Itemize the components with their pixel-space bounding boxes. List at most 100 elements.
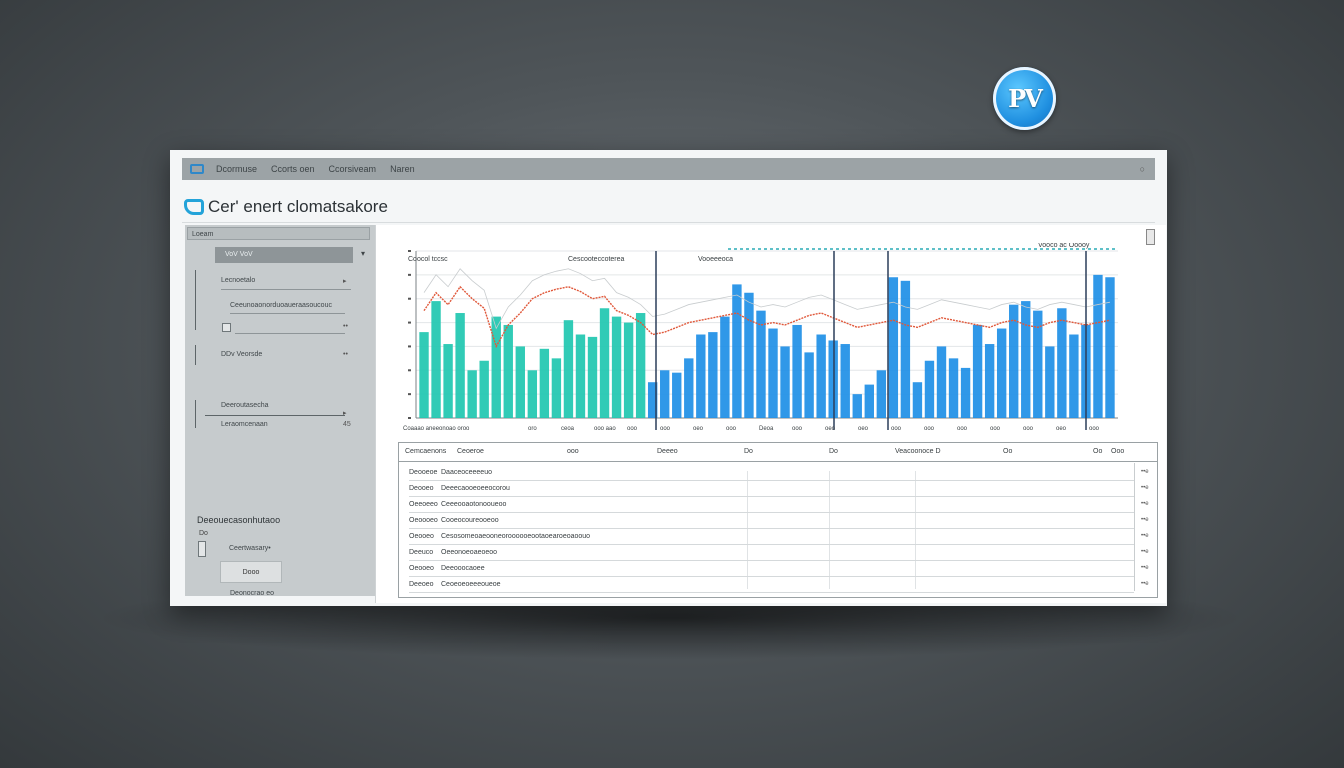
chart-bar[interactable] [635, 313, 646, 418]
chart-bar[interactable] [744, 292, 754, 418]
table-header[interactable]: Ooo [1111, 448, 1125, 455]
chart-bar[interactable] [1093, 274, 1103, 418]
table-header[interactable]: Deeeo [657, 448, 678, 455]
sidebar-item-1[interactable]: Lecnoetalo [221, 277, 256, 284]
chart-bar[interactable] [720, 316, 730, 418]
chart-bar[interactable] [660, 370, 670, 418]
sidebar-item-1-arrow[interactable]: ▸ [343, 278, 347, 285]
chart-bar[interactable] [515, 346, 525, 418]
chart-bar[interactable] [1105, 277, 1115, 418]
chart-bar[interactable] [479, 360, 489, 418]
chart-bar[interactable] [503, 324, 513, 418]
chart-bar[interactable] [539, 348, 550, 418]
chart-bar[interactable] [960, 367, 971, 418]
row-actions-icon[interactable]: ••e [1141, 565, 1149, 571]
table-row[interactable] [409, 544, 1134, 545]
table-header[interactable]: Oo [1003, 448, 1013, 455]
table-row[interactable] [409, 592, 1134, 593]
sidebar-item-2[interactable]: Ceeunoaonorduoaueraasoucouc [230, 302, 332, 309]
chart-bar[interactable] [443, 344, 453, 418]
menu-item-1[interactable]: Dcormuse [216, 164, 258, 174]
chart-bar[interactable] [1021, 301, 1031, 418]
chart-bar[interactable] [587, 336, 598, 418]
table-header[interactable]: Oo [1093, 448, 1103, 455]
table-row[interactable] [409, 528, 1134, 529]
row-actions-icon[interactable]: ••e [1141, 581, 1149, 587]
chart-bar[interactable] [551, 358, 562, 418]
chart-bar[interactable] [1045, 346, 1055, 418]
row-actions-icon[interactable]: ••e [1141, 517, 1149, 523]
chart-bar[interactable] [792, 324, 802, 418]
scrollbar-handle[interactable] [1146, 229, 1155, 245]
chart-bar[interactable] [852, 394, 862, 418]
table-row[interactable] [409, 512, 1134, 513]
chart-bar[interactable] [756, 310, 766, 418]
chevron-down-icon[interactable]: ▾ [361, 249, 366, 258]
chart-bar[interactable] [1057, 308, 1067, 418]
chart-bar[interactable] [948, 358, 959, 418]
chart-bar[interactable] [996, 328, 1007, 418]
chart-bar[interactable] [491, 316, 501, 418]
row-actions-icon[interactable]: ••e [1141, 469, 1149, 475]
chart-bar[interactable] [936, 346, 947, 418]
chart-bar[interactable] [527, 370, 538, 418]
chart-bar[interactable] [972, 324, 983, 418]
sidebar-sub-row[interactable]: Ceertwasary• [229, 545, 271, 552]
chart-bar[interactable] [900, 280, 911, 418]
chart-bar[interactable] [732, 284, 742, 418]
apply-button[interactable]: Dooo [220, 561, 282, 583]
sidebar-item-5[interactable]: Deeroutasecha [221, 402, 269, 409]
chart-bar[interactable] [1069, 334, 1079, 419]
chart-bar[interactable] [575, 334, 586, 419]
sidebar-item-4[interactable]: DDv Veorsde [221, 351, 263, 358]
table-row[interactable] [409, 496, 1134, 497]
chart-bar[interactable] [984, 344, 995, 418]
sidebar-item-5-arrow[interactable]: ▸ [343, 410, 347, 417]
menu-item-4[interactable]: Naren [390, 164, 415, 174]
chart-bar[interactable] [599, 308, 610, 418]
table-header[interactable]: Veacoonoce D [895, 448, 941, 455]
chart-bar[interactable] [768, 328, 778, 418]
sidebar-item-6[interactable]: Leraomcenaan [221, 421, 268, 428]
table-header[interactable]: Do [829, 448, 838, 455]
chart-bar[interactable] [623, 322, 634, 418]
sidebar-slider-track[interactable] [205, 415, 345, 416]
chart-bar[interactable] [684, 358, 694, 418]
menu-item-2[interactable]: Ccorts oen [271, 164, 315, 174]
table-row[interactable] [409, 480, 1134, 481]
chart-bar[interactable] [431, 301, 441, 418]
toggle-box[interactable] [198, 541, 206, 557]
chart-bar[interactable] [780, 346, 790, 418]
row-actions-icon[interactable]: ••e [1141, 549, 1149, 555]
table-header[interactable]: ooo [567, 448, 579, 455]
close-icon[interactable]: ○ [1139, 164, 1145, 174]
chart-bar[interactable] [912, 382, 923, 418]
row-actions-icon[interactable]: ••e [1141, 501, 1149, 507]
chart-bar[interactable] [816, 334, 826, 419]
chart-bar[interactable] [876, 370, 887, 418]
chart-bar[interactable] [804, 352, 814, 418]
table-header[interactable]: Do [744, 448, 753, 455]
chart-bar[interactable] [708, 332, 718, 418]
menu-item-3[interactable]: Ccorsiveam [328, 164, 377, 174]
table-header[interactable]: Ceoeroe [457, 448, 484, 455]
chart-bar[interactable] [1033, 310, 1043, 418]
chart-bar[interactable] [828, 340, 838, 418]
chart-bar[interactable] [924, 360, 935, 418]
chart-bar[interactable] [455, 313, 465, 418]
chart-bar[interactable] [647, 382, 658, 418]
chart-bar[interactable] [467, 370, 477, 418]
table-row[interactable] [409, 576, 1134, 577]
chart-bar[interactable] [419, 332, 429, 418]
chart-bar[interactable] [611, 316, 622, 418]
filter-dropdown[interactable]: VoV VoV [215, 247, 353, 263]
checkbox[interactable] [222, 323, 231, 332]
chart-bar[interactable] [563, 320, 574, 418]
chart-bar[interactable] [696, 334, 706, 419]
row-actions-icon[interactable]: ••e [1141, 485, 1149, 491]
table-header[interactable]: Cemcaenons [405, 448, 447, 455]
chart-bar[interactable] [1009, 304, 1019, 418]
table-row[interactable] [409, 560, 1134, 561]
chart-bar[interactable] [840, 344, 850, 418]
chart-bar[interactable] [888, 277, 899, 418]
